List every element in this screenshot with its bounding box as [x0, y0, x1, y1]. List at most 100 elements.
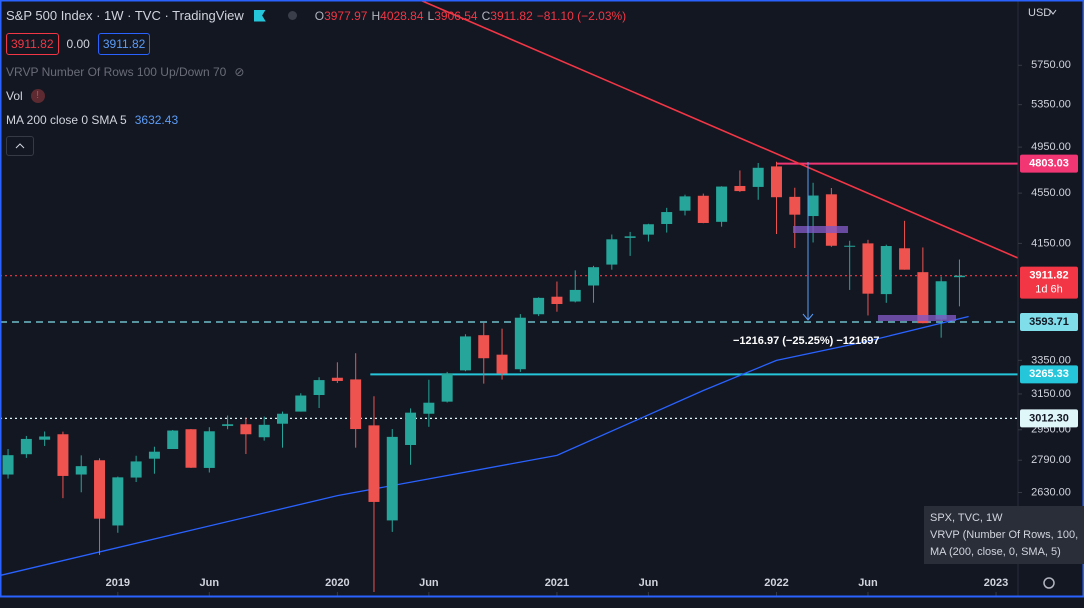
- moving-average: [0, 315, 969, 576]
- price-label: 4803.03: [1029, 157, 1069, 169]
- price-label: 3012.30: [1029, 412, 1069, 424]
- candle-body: [771, 166, 782, 198]
- indicator: VRVP Number Of Rows 100 Up/Down 70 ⊘: [6, 65, 244, 79]
- ohlc-value: 3911.82: [490, 8, 533, 23]
- currency-caret: [1049, 9, 1057, 15]
- candle-body: [2, 455, 14, 475]
- price-label: 3265.33: [1029, 368, 1069, 380]
- y-tick-label: 2630.00: [1031, 486, 1071, 498]
- candle-body: [917, 272, 929, 324]
- x-tick-label: 2023: [984, 577, 1008, 589]
- spread: 0.00: [66, 37, 90, 51]
- candle-body: [94, 460, 106, 519]
- candle-body: [661, 212, 673, 224]
- x-tick-label: 2020: [325, 577, 349, 589]
- symbol-title: S&P 500 Index · 1W · TVC · TradingView: [6, 8, 244, 23]
- settings-icon[interactable]: [1043, 577, 1055, 589]
- candle-body: [862, 243, 874, 294]
- candle-body: [478, 335, 490, 359]
- candle-body: [514, 317, 526, 370]
- y-tick-label: 4150.00: [1031, 237, 1071, 249]
- volume-profile: [878, 315, 956, 321]
- collapse-button[interactable]: [6, 136, 34, 156]
- ask-box[interactable]: 3911.82: [97, 33, 151, 55]
- price-label: 3911.82: [1029, 270, 1068, 282]
- candle-body: [825, 194, 837, 246]
- y-tick-label: 5750.00: [1031, 59, 1071, 71]
- ohlc-key: H: [371, 8, 381, 23]
- y-tick-label: 3350.00: [1031, 354, 1071, 366]
- price-label-box: [1020, 266, 1078, 299]
- candle-body: [222, 424, 234, 426]
- ohlc-key: O: [314, 8, 325, 23]
- x-tick-label: Jun: [858, 577, 878, 589]
- plot-area: [0, 161, 1018, 593]
- chevron: [15, 143, 25, 149]
- candle-body: [533, 297, 545, 315]
- candle-body: [240, 424, 252, 435]
- candle-body: [423, 402, 435, 414]
- x-tick-label: 2021: [545, 577, 569, 589]
- bid-box[interactable]: 3911.82: [6, 33, 59, 55]
- ohlc: O 3977.97 H 4028.84 L 3906.54 C 3911.82 −81.10 (…: [315, 9, 630, 23]
- price-label-box: [1020, 365, 1078, 384]
- currency: USD: [1028, 7, 1051, 19]
- candle-body: [716, 186, 728, 222]
- candle-body: [496, 354, 508, 374]
- indicator-label: MA 200 close 0 SMA 5: [6, 113, 127, 127]
- status-dot: [287, 11, 297, 20]
- indicator-value: 3632.43: [134, 113, 179, 127]
- measure-label: −1216.97 (−25.25%) −121697: [733, 335, 880, 347]
- candle-body: [953, 275, 965, 278]
- candle-body: [935, 281, 947, 320]
- candle-body: [569, 289, 581, 302]
- ohlc-value: 3977.97: [324, 8, 368, 23]
- change: −81.10 (−2.03%): [536, 8, 627, 23]
- candle-body: [551, 296, 563, 305]
- candle-body: [697, 195, 709, 223]
- candle-body: [441, 373, 453, 402]
- candle-body: [148, 451, 160, 459]
- candle-body: [405, 412, 417, 445]
- candle-body: [624, 236, 636, 238]
- indicator: MA 200 close 0 SMA 5 3632.43: [6, 113, 178, 127]
- indicator: Vol!: [6, 89, 45, 103]
- volume-profile: [793, 226, 848, 233]
- candle-body: [606, 239, 618, 265]
- x-tick-label: 2019: [106, 577, 130, 589]
- chevron-path: [15, 143, 25, 149]
- ohlc-key: C: [481, 8, 491, 23]
- warning-icon[interactable]: !: [30, 89, 45, 103]
- ohlc-value: 3906.54: [434, 8, 478, 23]
- candle-body: [20, 438, 32, 455]
- candle-body: [752, 167, 764, 187]
- candle-body: [185, 429, 197, 468]
- candle-body: [386, 436, 398, 521]
- candle-body: [588, 267, 600, 286]
- quote-boxes: 3911.82 0.00 3911.82: [6, 33, 151, 55]
- candle-body: [844, 245, 856, 247]
- x-tick-label: Jun: [419, 577, 439, 589]
- price-label: 3593.71: [1029, 316, 1069, 328]
- candle-body: [203, 431, 215, 468]
- candle-body: [350, 379, 362, 430]
- candle-body: [880, 246, 892, 295]
- candle-body: [807, 195, 819, 217]
- candle-body: [277, 413, 288, 424]
- candle-body: [642, 224, 654, 235]
- candle-body: [313, 380, 325, 396]
- candle-body: [734, 185, 746, 192]
- price-label-box: [1020, 154, 1078, 173]
- candle-body: [368, 425, 380, 502]
- indicator-label: Vol: [6, 89, 23, 103]
- price-scale: 5750.00 5350.00 4950.00 4550.00 4150.00 3350.…: [106, 59, 1078, 596]
- candle-body: [130, 461, 142, 478]
- candle-body: [75, 466, 87, 475]
- flag-icon[interactable]: [253, 9, 266, 22]
- tooltip-line: MA (200, close, 0, SMA, 5): [930, 546, 1061, 558]
- price-label-box: [1020, 409, 1078, 428]
- y-tick-label: 4950.00: [1031, 141, 1071, 153]
- hidden-icon[interactable]: ⊘: [234, 65, 245, 79]
- x-tick-label: Jun: [200, 577, 220, 589]
